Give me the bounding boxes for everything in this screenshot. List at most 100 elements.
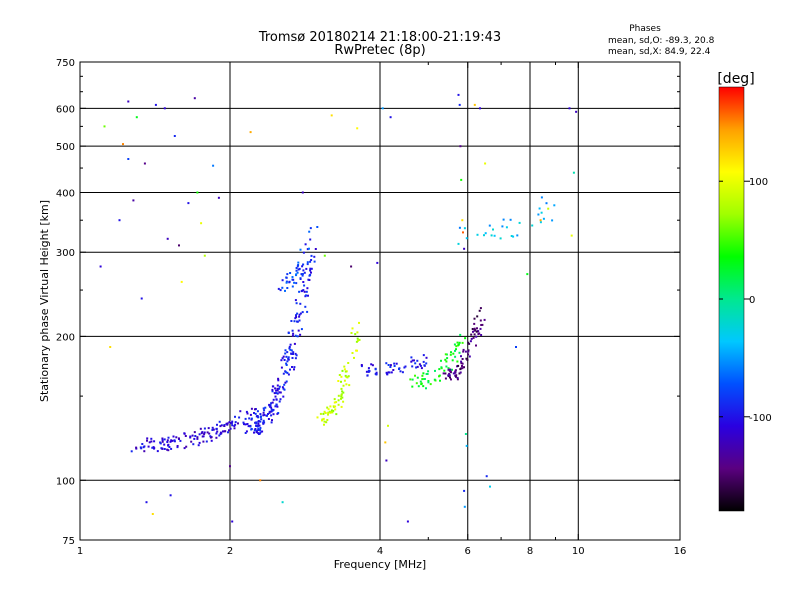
data-point (384, 441, 387, 444)
data-point (275, 403, 278, 406)
data-point (403, 366, 406, 369)
data-point (467, 349, 470, 352)
data-point (278, 400, 281, 403)
data-point (461, 219, 464, 222)
data-point (257, 429, 260, 432)
data-point (283, 388, 286, 391)
data-point (267, 413, 269, 415)
data-point (293, 368, 295, 371)
data-point (502, 218, 505, 221)
data-point (216, 423, 218, 426)
data-point (457, 242, 460, 245)
data-point (472, 330, 474, 333)
data-point (254, 421, 257, 424)
data-point (254, 428, 257, 430)
data-point (411, 359, 414, 362)
data-point (340, 397, 342, 400)
data-point (448, 374, 451, 377)
data-point (493, 234, 496, 237)
phase-stats-o: mean, sd,O: -89.3, 20.8 (608, 36, 715, 46)
data-point (291, 285, 294, 288)
data-point (270, 414, 273, 417)
data-point (454, 349, 456, 352)
data-point (194, 435, 197, 437)
data-point (440, 359, 442, 362)
data-point (468, 355, 471, 358)
data-point (305, 294, 307, 297)
data-point (147, 445, 150, 448)
data-point (450, 351, 452, 354)
data-point (303, 271, 306, 274)
data-point (211, 426, 214, 429)
data-point (370, 363, 373, 366)
data-point (249, 131, 252, 134)
scatter-points (99, 93, 578, 523)
data-point (461, 358, 464, 360)
data-point (187, 202, 190, 205)
data-point (209, 435, 212, 438)
data-point (329, 405, 332, 408)
data-point (343, 368, 346, 371)
axes: 1 2 4 6 8 10 16 75 100 200 300 400 500 600 750 (56, 58, 686, 557)
data-point (327, 408, 330, 411)
data-point (203, 431, 206, 434)
data-point (422, 354, 425, 357)
data-point (180, 280, 183, 283)
data-point (309, 227, 312, 230)
data-point (366, 374, 369, 377)
data-point (299, 278, 302, 280)
data-point (244, 423, 247, 426)
data-point (295, 316, 298, 318)
data-point (330, 114, 333, 117)
data-point (259, 429, 262, 431)
data-point (539, 221, 542, 224)
data-point (356, 337, 359, 340)
data-point (473, 317, 476, 320)
data-point (231, 520, 234, 523)
data-point (329, 411, 332, 413)
data-point (411, 365, 414, 368)
data-point (301, 273, 304, 275)
data-point (170, 439, 173, 442)
data-point (191, 434, 194, 437)
data-point (337, 380, 340, 382)
data-point (461, 341, 464, 344)
data-point (282, 355, 285, 358)
data-point (553, 204, 556, 207)
data-point (163, 438, 166, 441)
data-point (375, 371, 378, 374)
data-point (258, 424, 261, 427)
data-point (410, 356, 413, 359)
data-point (289, 368, 291, 371)
data-point (135, 446, 138, 449)
data-point (167, 444, 169, 447)
data-point (416, 376, 419, 379)
data-point (256, 415, 259, 417)
data-point (455, 345, 458, 348)
data-point (449, 353, 452, 356)
data-point (476, 327, 478, 330)
data-point (269, 405, 272, 408)
data-point (185, 445, 188, 448)
data-point (484, 232, 487, 235)
data-point (285, 364, 288, 366)
data-point (281, 386, 284, 389)
data-point (398, 368, 400, 370)
data-point (510, 235, 513, 237)
data-point (215, 427, 218, 430)
data-point (229, 465, 231, 468)
data-point (216, 430, 219, 433)
data-point (270, 408, 273, 411)
data-point (416, 359, 419, 362)
data-point (463, 489, 466, 492)
data-point (203, 427, 206, 430)
data-point (233, 427, 236, 430)
data-point (278, 387, 281, 390)
data-point (387, 364, 390, 366)
data-point (218, 420, 221, 423)
chart-subtitle: RwPretec (8p) (334, 43, 425, 58)
data-point (246, 412, 249, 415)
y-tick-label: 600 (56, 104, 75, 115)
data-point (385, 459, 388, 462)
data-point (99, 265, 102, 268)
